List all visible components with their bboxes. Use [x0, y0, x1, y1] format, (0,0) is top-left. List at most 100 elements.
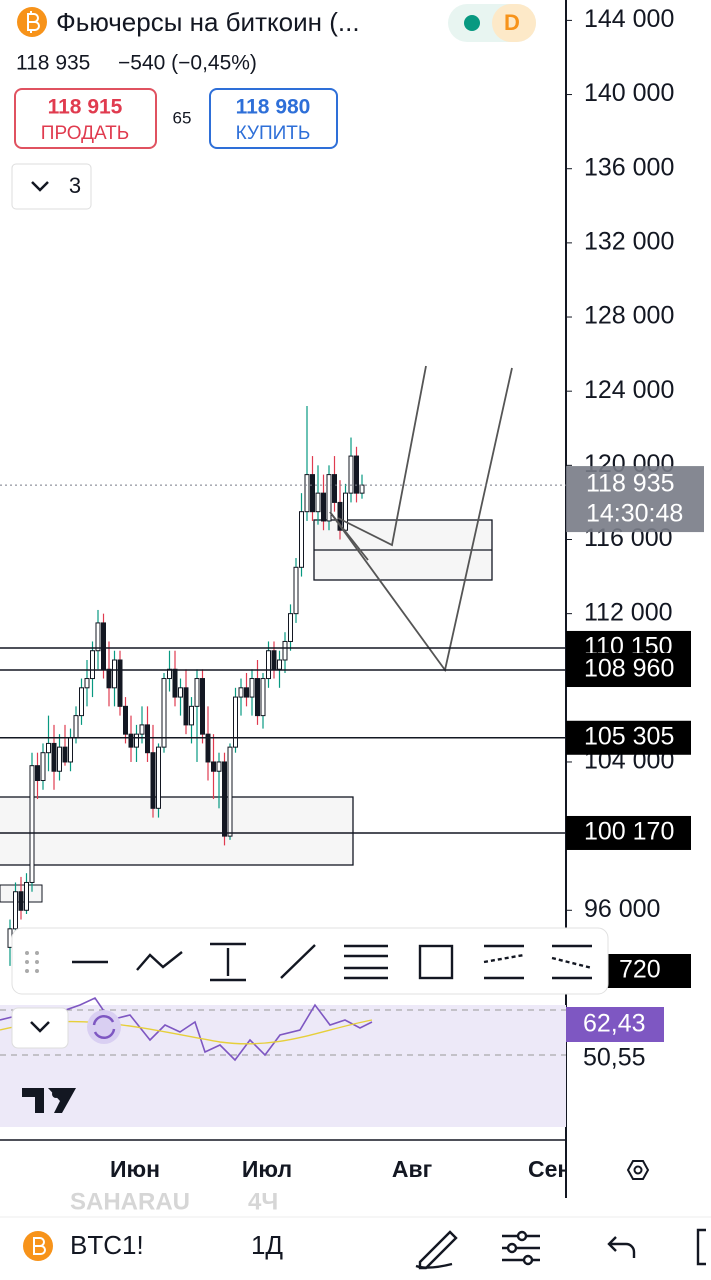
last-price: 118 935	[16, 52, 90, 75]
level-label-box	[566, 815, 691, 850]
candle-body	[205, 733, 211, 763]
candle-body	[106, 668, 112, 689]
y-tick-label: 96 000	[584, 895, 660, 923]
candle-body	[238, 687, 244, 698]
candle-body	[227, 746, 233, 837]
candle-body	[46, 742, 51, 754]
candle-body	[90, 650, 95, 680]
candle-body	[255, 678, 260, 717]
candle-body	[112, 659, 117, 689]
candle-body	[101, 622, 106, 670]
projection-line	[329, 367, 513, 673]
level-label: 100 170	[584, 818, 674, 846]
projection-line	[329, 511, 369, 561]
candle-body	[244, 687, 249, 698]
candle-body	[200, 678, 205, 735]
coin-icon	[27, 11, 40, 33]
tool-path[interactable]	[136, 951, 183, 971]
candle-body	[354, 455, 359, 494]
refresh-icon	[92, 1015, 116, 1039]
symbol-button[interactable]: BTC1!	[70, 1230, 144, 1260]
y-tick-label: 112 000	[584, 598, 673, 626]
candle-body	[139, 724, 145, 735]
tool-fib[interactable]	[344, 944, 388, 980]
x-tick-label: Сен	[528, 1156, 571, 1182]
candle-body	[18, 891, 24, 911]
candle-body	[277, 659, 282, 670]
indicator-line	[0, 996, 373, 1062]
candle-body	[304, 474, 310, 513]
candle-body	[326, 474, 332, 522]
indicator-panel	[0, 1005, 566, 1127]
buy-button[interactable]	[209, 88, 338, 149]
y-tick-label: 132 000	[584, 227, 674, 255]
y-tick-label: 144 000	[584, 5, 674, 33]
zone	[0, 796, 354, 866]
tool-pitchfork[interactable]	[483, 944, 525, 980]
indicators-button[interactable]	[502, 1230, 540, 1266]
tool-trendline[interactable]	[280, 944, 316, 979]
level-label-box	[600, 954, 691, 988]
settings-icon[interactable]	[626, 1160, 650, 1180]
tool-channel[interactable]	[551, 944, 593, 980]
candle-body	[145, 724, 150, 754]
candle-body	[84, 678, 90, 689]
candle-body	[211, 761, 216, 772]
candle-body	[178, 687, 183, 698]
sell-label: ПРОДАТЬ	[41, 123, 129, 144]
candle-body	[156, 746, 161, 809]
candle-body	[260, 678, 266, 717]
candle-body	[24, 881, 29, 911]
candle-body	[293, 566, 299, 615]
indicator-value-box	[566, 1007, 664, 1042]
y-tick-label: 140 000	[584, 79, 674, 107]
collapse-button[interactable]	[11, 1007, 69, 1049]
candle-body	[134, 733, 139, 748]
last-price-label: 118 935	[586, 470, 675, 498]
candle-body	[172, 668, 178, 698]
candle-body	[13, 891, 18, 930]
x-tick-label: Авг	[392, 1156, 432, 1182]
drawing-toolbar	[11, 927, 609, 995]
tv-logo	[22, 1088, 76, 1113]
interval-button[interactable]: 1Д	[251, 1230, 283, 1260]
tv-logo	[52, 1090, 60, 1098]
layers-toggle[interactable]	[11, 163, 92, 210]
ghost-text: 4Ч	[248, 1188, 278, 1215]
fullscreen-button[interactable]	[696, 1228, 706, 1266]
candle-body	[288, 613, 293, 642]
x-tick-label: Июн	[110, 1156, 160, 1182]
level-label: 105 305	[584, 722, 674, 750]
candle-body	[348, 455, 354, 494]
candle-body	[79, 687, 84, 717]
candle-body	[57, 746, 62, 772]
buy-price: 118 980	[236, 96, 311, 119]
refresh-button[interactable]	[87, 1010, 121, 1044]
candle-body	[249, 678, 255, 698]
candle-body	[51, 742, 57, 772]
candle-body	[62, 746, 68, 763]
y-tick-label: 128 000	[584, 302, 674, 330]
undo-button[interactable]	[607, 1236, 636, 1258]
candle-body	[68, 737, 73, 763]
buy-label: КУПИТЬ	[236, 123, 311, 144]
candle-body	[315, 492, 321, 513]
candle-body	[35, 765, 40, 782]
chevron-icon	[30, 1021, 50, 1033]
candle-body	[282, 640, 288, 661]
candle-body	[123, 705, 128, 735]
candle-body	[73, 715, 79, 739]
candle-body	[29, 765, 35, 883]
candle-body	[183, 687, 189, 726]
candle-body	[310, 474, 315, 513]
draw-button[interactable]	[415, 1230, 458, 1270]
sell-price: 118 915	[48, 96, 123, 119]
tool-measure[interactable]	[210, 942, 246, 982]
drag-handle	[25, 951, 39, 973]
last-price-box	[566, 466, 704, 533]
sell-button[interactable]	[14, 88, 157, 149]
tool-rectangle[interactable]	[418, 944, 454, 980]
settings-icon	[633, 1165, 643, 1175]
candle-body	[332, 474, 337, 503]
candle-body	[343, 492, 348, 531]
